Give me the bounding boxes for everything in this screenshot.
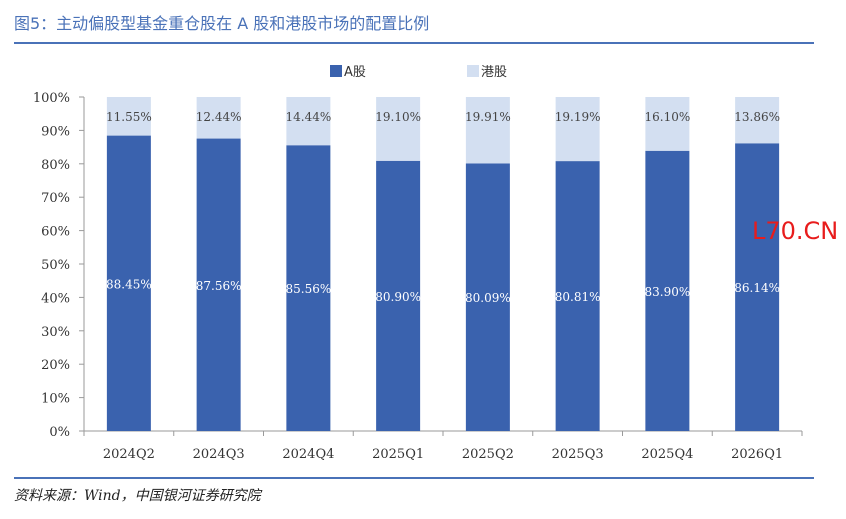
bar-hk-share bbox=[286, 97, 331, 146]
x-tick-label: 2025Q1 bbox=[372, 447, 424, 462]
watermark: L70.CN bbox=[752, 217, 839, 245]
y-tick-label: 20% bbox=[41, 358, 70, 373]
source-note: 资料来源：Wind，中国银河证券研究院 bbox=[14, 488, 261, 504]
legend-swatch bbox=[330, 65, 342, 77]
data-label-hk-share: 19.19% bbox=[555, 110, 601, 124]
y-tick-label: 50% bbox=[41, 258, 70, 273]
bar-a-share bbox=[555, 161, 600, 431]
x-tick-label: 2024Q3 bbox=[193, 447, 245, 462]
bar-a-share bbox=[376, 160, 421, 431]
data-label-hk-share: 13.86% bbox=[734, 110, 780, 124]
y-tick-label: 100% bbox=[33, 91, 70, 106]
data-label-a-share: 85.56% bbox=[285, 282, 331, 296]
legend-label: 港股 bbox=[481, 65, 507, 80]
x-tick-label: 2025Q3 bbox=[552, 447, 604, 462]
bar-a-share bbox=[106, 135, 151, 431]
data-label-hk-share: 14.44% bbox=[285, 110, 331, 124]
data-label-a-share: 86.14% bbox=[734, 281, 780, 295]
legend-swatch bbox=[467, 65, 479, 77]
legend-label: A股 bbox=[344, 65, 366, 80]
bar-hk-share bbox=[555, 97, 600, 162]
data-label-a-share: 87.56% bbox=[196, 279, 242, 293]
data-label-a-share: 80.90% bbox=[375, 290, 421, 304]
y-tick-label: 10% bbox=[41, 392, 70, 407]
y-tick-label: 30% bbox=[41, 325, 70, 340]
x-tick-label: 2024Q2 bbox=[103, 447, 155, 462]
y-tick-label: 40% bbox=[41, 291, 70, 306]
bar-a-share bbox=[286, 145, 331, 431]
bar-hk-share bbox=[735, 97, 780, 144]
y-tick-label: 60% bbox=[41, 225, 70, 240]
y-tick-label: 70% bbox=[41, 191, 70, 206]
data-label-hk-share: 19.91% bbox=[465, 110, 511, 124]
data-label-a-share: 80.09% bbox=[465, 291, 511, 305]
title-rule bbox=[14, 42, 814, 44]
source-rule bbox=[14, 477, 814, 479]
bar-hk-share bbox=[106, 97, 151, 136]
chart-title: 图5：主动偏股型基金重仓股在 A 股和港股市场的配置比例 bbox=[14, 14, 430, 33]
data-label-hk-share: 19.10% bbox=[375, 110, 421, 124]
y-tick-label: 0% bbox=[49, 425, 70, 440]
x-tick-label: 2025Q4 bbox=[641, 447, 693, 462]
y-tick-label: 80% bbox=[41, 158, 70, 173]
data-label-a-share: 80.81% bbox=[555, 290, 601, 304]
bar-hk-share bbox=[196, 97, 241, 139]
bar-a-share bbox=[196, 138, 241, 431]
data-label-a-share: 88.45% bbox=[106, 277, 152, 291]
data-label-hk-share: 12.44% bbox=[196, 110, 242, 124]
y-tick-label: 90% bbox=[41, 124, 70, 139]
x-tick-label: 2024Q4 bbox=[282, 447, 334, 462]
bar-hk-share bbox=[376, 97, 421, 161]
bar-hk-share bbox=[465, 97, 510, 164]
bar-a-share bbox=[465, 163, 510, 432]
data-label-a-share: 83.90% bbox=[644, 285, 690, 299]
data-label-hk-share: 11.55% bbox=[106, 110, 152, 124]
bar-a-share bbox=[645, 150, 690, 432]
bar-a-share bbox=[735, 143, 780, 431]
data-label-hk-share: 16.10% bbox=[644, 110, 690, 124]
bar-hk-share bbox=[645, 97, 690, 151]
x-tick-label: 2025Q2 bbox=[462, 447, 514, 462]
x-tick-label: 2026Q1 bbox=[731, 447, 783, 462]
